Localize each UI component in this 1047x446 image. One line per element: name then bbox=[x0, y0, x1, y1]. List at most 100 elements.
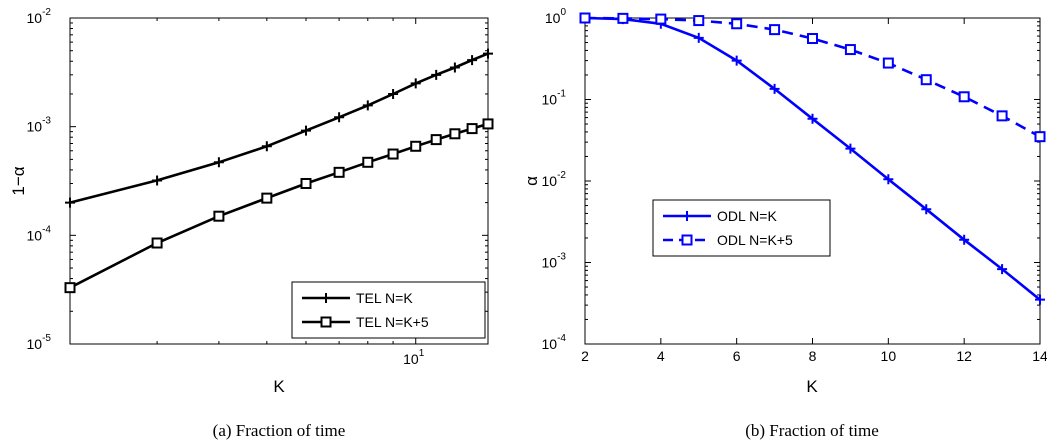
data-point bbox=[807, 33, 818, 45]
x-tick-label: 2 bbox=[581, 348, 589, 364]
data-point bbox=[431, 69, 442, 80]
data-point bbox=[731, 55, 742, 66]
legend-marker bbox=[681, 234, 693, 246]
data-point bbox=[449, 128, 461, 140]
data-point bbox=[467, 55, 478, 66]
data-point bbox=[921, 204, 932, 215]
legend-item: TEL N=K+5 bbox=[302, 314, 429, 330]
legend: ODL N=K ODL N=K+5 bbox=[652, 199, 831, 257]
legend-box bbox=[291, 281, 486, 339]
x-tick-label: 12 bbox=[956, 348, 972, 364]
legend-marker bbox=[682, 211, 692, 221]
data-point bbox=[449, 62, 460, 73]
y-tick-label: 10-4 bbox=[27, 224, 52, 243]
chart-a: 10-5 10-4 10-3 10-2 101 K 1−α TEL N=K TEL N=K+5 (… bbox=[9, 7, 494, 440]
series-1 bbox=[580, 13, 1045, 305]
legend-label: TEL N=K+5 bbox=[356, 314, 429, 330]
series-line bbox=[69, 52, 489, 204]
data-point bbox=[333, 166, 345, 178]
y-tick-label: 10-3 bbox=[27, 116, 52, 135]
legend-item: TEL N=K bbox=[302, 290, 413, 306]
data-point bbox=[64, 282, 76, 294]
legend-label: TEL N=K bbox=[356, 290, 413, 306]
data-point bbox=[410, 140, 422, 152]
data-point bbox=[482, 118, 494, 130]
data-point bbox=[213, 157, 224, 168]
data-point bbox=[769, 83, 780, 94]
y-tick-label: 10-2 bbox=[27, 7, 52, 26]
legend-item: ODL N=K+5 bbox=[663, 232, 793, 248]
y-tick-label: 10-3 bbox=[542, 252, 567, 271]
data-point bbox=[617, 12, 629, 24]
legend-label: ODL N=K bbox=[717, 208, 777, 224]
x-axis-label: K bbox=[806, 377, 818, 396]
data-point bbox=[388, 88, 399, 99]
data-point bbox=[430, 134, 442, 146]
x-tick-label: 10 bbox=[881, 348, 897, 364]
data-point bbox=[693, 15, 705, 27]
data-point bbox=[959, 234, 970, 245]
y-tick-label: 10-5 bbox=[27, 333, 52, 352]
caption: (b) Fraction of time bbox=[745, 421, 879, 440]
data-point bbox=[466, 123, 478, 135]
data-point bbox=[300, 177, 312, 189]
data-point bbox=[483, 48, 493, 59]
data-point bbox=[655, 13, 667, 25]
plot-area bbox=[69, 17, 489, 345]
y-axis-label: α bbox=[522, 176, 541, 186]
data-point bbox=[996, 110, 1008, 122]
x-tick-label: 14 bbox=[1032, 348, 1047, 364]
y-axis-label: 1−α bbox=[9, 166, 28, 195]
data-point bbox=[958, 91, 970, 103]
data-point bbox=[300, 125, 311, 136]
y-tick-label: 100 bbox=[545, 7, 567, 26]
series-2 bbox=[579, 12, 1046, 143]
data-point bbox=[731, 18, 743, 30]
legend-label: ODL N=K+5 bbox=[717, 232, 793, 248]
data-point bbox=[920, 74, 932, 86]
legend-marker bbox=[321, 293, 331, 303]
data-point bbox=[387, 148, 399, 160]
data-point bbox=[151, 237, 163, 249]
legend-box bbox=[652, 199, 831, 257]
data-point bbox=[65, 197, 75, 208]
data-point bbox=[579, 12, 591, 24]
x-tick-label: 101 bbox=[403, 348, 425, 367]
data-point bbox=[997, 264, 1008, 275]
plot-area bbox=[584, 17, 1041, 345]
data-point bbox=[883, 174, 894, 185]
legend: TEL N=K TEL N=K+5 bbox=[291, 281, 486, 339]
data-point bbox=[693, 32, 704, 43]
series-1 bbox=[65, 48, 493, 208]
data-point bbox=[261, 141, 272, 152]
x-tick-label: 8 bbox=[809, 348, 817, 364]
x-tick-label: 6 bbox=[733, 348, 741, 364]
x-axis-label: K bbox=[273, 377, 285, 396]
legend-item: ODL N=K bbox=[663, 208, 777, 224]
data-point bbox=[410, 78, 421, 89]
data-point bbox=[362, 156, 374, 168]
data-point bbox=[1035, 294, 1045, 305]
x-tick-label: 4 bbox=[657, 348, 665, 364]
legend-marker bbox=[320, 316, 332, 328]
caption: (a) Fraction of time bbox=[213, 421, 346, 440]
data-point bbox=[769, 24, 781, 36]
series-2 bbox=[64, 118, 494, 294]
data-point bbox=[845, 143, 856, 154]
data-point bbox=[213, 210, 225, 222]
data-point bbox=[807, 113, 818, 124]
data-point bbox=[152, 175, 163, 186]
data-point bbox=[1034, 131, 1046, 143]
y-tick-label: 10-2 bbox=[542, 170, 567, 189]
series-line bbox=[69, 122, 489, 289]
data-point bbox=[334, 112, 345, 123]
series-line bbox=[584, 16, 1041, 301]
data-point bbox=[362, 100, 373, 111]
data-point bbox=[844, 44, 856, 56]
data-point bbox=[882, 57, 894, 69]
y-tick-label: 10-4 bbox=[542, 333, 567, 352]
data-point bbox=[261, 192, 273, 204]
y-tick-label: 10-1 bbox=[542, 89, 567, 108]
